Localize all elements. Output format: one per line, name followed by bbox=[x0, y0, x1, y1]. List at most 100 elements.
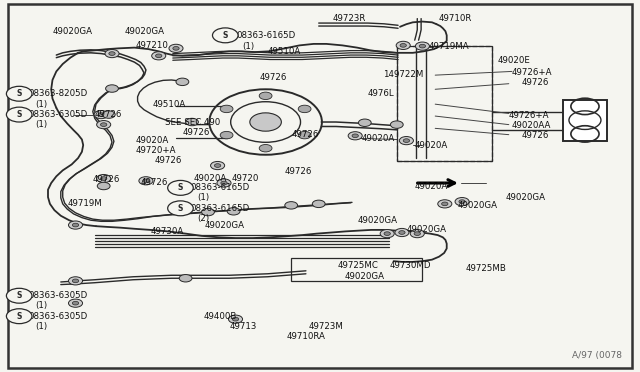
Text: S: S bbox=[17, 110, 22, 119]
Text: 49713: 49713 bbox=[229, 322, 257, 331]
Circle shape bbox=[106, 85, 118, 92]
Text: 08363-6305D: 08363-6305D bbox=[29, 110, 88, 119]
Text: 4976L: 4976L bbox=[368, 89, 395, 98]
Circle shape bbox=[143, 179, 149, 183]
Text: S: S bbox=[223, 31, 228, 40]
Circle shape bbox=[168, 201, 193, 216]
Circle shape bbox=[399, 231, 405, 234]
Text: 49020E: 49020E bbox=[498, 56, 531, 65]
Circle shape bbox=[221, 181, 227, 185]
Text: 49720: 49720 bbox=[232, 174, 259, 183]
Text: 49020A: 49020A bbox=[415, 182, 448, 191]
Circle shape bbox=[390, 121, 403, 128]
Text: 49725MB: 49725MB bbox=[466, 264, 507, 273]
Circle shape bbox=[403, 139, 410, 142]
Text: 49020GA: 49020GA bbox=[344, 272, 385, 280]
Text: 49020GA: 49020GA bbox=[357, 216, 397, 225]
Circle shape bbox=[139, 177, 153, 185]
Text: (1): (1) bbox=[242, 42, 254, 51]
Circle shape bbox=[438, 200, 452, 208]
Text: 49726: 49726 bbox=[285, 167, 312, 176]
Circle shape bbox=[6, 86, 32, 101]
Bar bbox=[397, 46, 492, 161]
Circle shape bbox=[259, 92, 272, 100]
Circle shape bbox=[100, 123, 107, 126]
Circle shape bbox=[396, 41, 410, 49]
Text: (1): (1) bbox=[35, 121, 47, 129]
Circle shape bbox=[217, 179, 231, 187]
Circle shape bbox=[68, 277, 83, 285]
Text: (1): (1) bbox=[197, 193, 209, 202]
Circle shape bbox=[72, 223, 79, 227]
Text: 49726: 49726 bbox=[291, 130, 319, 139]
Circle shape bbox=[6, 288, 32, 303]
Circle shape bbox=[399, 137, 413, 145]
Circle shape bbox=[227, 208, 240, 215]
Circle shape bbox=[228, 315, 243, 323]
Circle shape bbox=[220, 105, 233, 113]
Circle shape bbox=[298, 105, 311, 113]
Circle shape bbox=[220, 131, 233, 139]
Circle shape bbox=[442, 202, 448, 206]
Text: S: S bbox=[17, 291, 22, 300]
Circle shape bbox=[97, 182, 110, 190]
Circle shape bbox=[6, 107, 32, 122]
Circle shape bbox=[102, 111, 115, 118]
Text: 49726: 49726 bbox=[182, 128, 210, 137]
Text: 49726+A: 49726+A bbox=[509, 111, 549, 120]
Circle shape bbox=[179, 275, 192, 282]
Circle shape bbox=[348, 132, 362, 140]
Text: 49020GA: 49020GA bbox=[506, 193, 545, 202]
Text: (1): (1) bbox=[35, 301, 47, 310]
Circle shape bbox=[312, 200, 325, 208]
Circle shape bbox=[97, 174, 111, 183]
Text: 49719M: 49719M bbox=[67, 199, 102, 208]
Text: 49510A: 49510A bbox=[268, 47, 301, 56]
Text: 49510A: 49510A bbox=[152, 100, 186, 109]
Text: 49710RA: 49710RA bbox=[287, 332, 326, 341]
Text: 49020GA: 49020GA bbox=[406, 225, 447, 234]
Circle shape bbox=[352, 134, 358, 138]
Circle shape bbox=[395, 228, 409, 237]
Circle shape bbox=[214, 164, 221, 167]
Circle shape bbox=[211, 161, 225, 170]
Text: 49020GA: 49020GA bbox=[458, 201, 498, 210]
Text: S: S bbox=[178, 204, 183, 213]
Circle shape bbox=[358, 119, 371, 126]
Circle shape bbox=[250, 113, 282, 131]
Text: 497210: 497210 bbox=[136, 41, 168, 50]
Text: 49726: 49726 bbox=[141, 178, 168, 187]
Circle shape bbox=[105, 49, 119, 58]
Text: 08363-6305D: 08363-6305D bbox=[29, 291, 88, 300]
Circle shape bbox=[202, 208, 214, 216]
Circle shape bbox=[68, 299, 83, 307]
Circle shape bbox=[168, 180, 193, 195]
Circle shape bbox=[94, 110, 108, 119]
Text: 49726: 49726 bbox=[259, 73, 287, 82]
Text: (1): (1) bbox=[35, 100, 47, 109]
Circle shape bbox=[72, 279, 79, 283]
Circle shape bbox=[400, 44, 406, 47]
Circle shape bbox=[173, 46, 179, 50]
Text: (1): (1) bbox=[35, 322, 47, 331]
Text: 49723M: 49723M bbox=[308, 322, 343, 331]
Circle shape bbox=[259, 144, 272, 152]
Circle shape bbox=[152, 52, 166, 60]
Text: S: S bbox=[17, 312, 22, 321]
Circle shape bbox=[410, 230, 424, 238]
Text: 49720+A: 49720+A bbox=[136, 146, 176, 155]
Text: 49726: 49726 bbox=[155, 156, 182, 165]
Circle shape bbox=[380, 230, 394, 238]
Circle shape bbox=[455, 198, 469, 206]
Text: 49710R: 49710R bbox=[438, 14, 472, 23]
Circle shape bbox=[384, 232, 390, 235]
Bar bbox=[397, 46, 492, 161]
Text: 49020A: 49020A bbox=[193, 174, 227, 183]
Circle shape bbox=[72, 301, 79, 305]
Text: A/97 (0078: A/97 (0078 bbox=[572, 351, 622, 360]
Text: 49726: 49726 bbox=[93, 175, 120, 184]
Text: 49723R: 49723R bbox=[333, 14, 366, 23]
Circle shape bbox=[298, 131, 311, 139]
Text: 08363-8205D: 08363-8205D bbox=[29, 89, 88, 98]
Circle shape bbox=[459, 200, 465, 203]
